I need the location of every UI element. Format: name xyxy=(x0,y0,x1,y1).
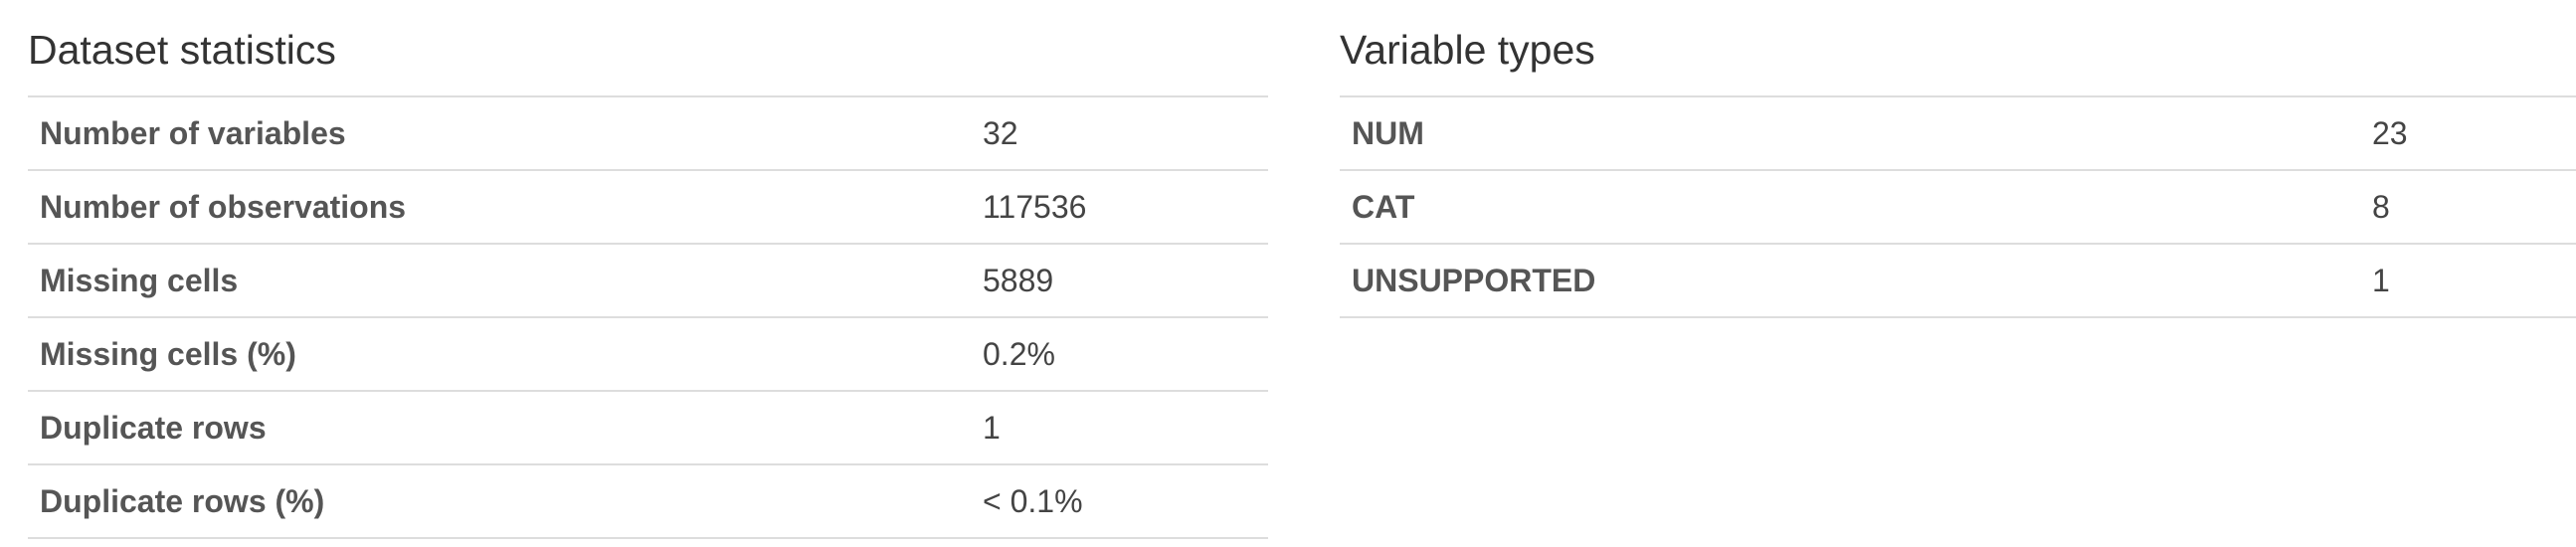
table-row: UNSUPPORTED 1 xyxy=(1340,244,2576,318)
stat-value-number-of-variables: 32 xyxy=(971,96,1268,171)
stat-value-duplicate-rows: 1 xyxy=(971,391,1268,465)
table-row: Number of observations 117536 xyxy=(28,170,1268,245)
table-row: CAT 8 xyxy=(1340,170,2576,245)
stat-label-missing-cells-percent: Missing cells (%) xyxy=(28,317,971,392)
dataset-statistics-panel: Dataset statistics Number of variables 3… xyxy=(28,0,1268,539)
dataset-statistics-table: Number of variables 32 Number of observa… xyxy=(28,95,1268,539)
stat-label-number-of-variables: Number of variables xyxy=(28,96,971,171)
stat-value-number-of-observations: 117536 xyxy=(971,170,1268,245)
table-row: NUM 23 xyxy=(1340,96,2576,171)
type-label-num: NUM xyxy=(1340,96,2360,171)
type-label-unsupported: UNSUPPORTED xyxy=(1340,244,2360,318)
stat-value-missing-cells: 5889 xyxy=(971,244,1268,318)
variable-types-title: Variable types xyxy=(1340,27,1595,73)
stat-label-number-of-observations: Number of observations xyxy=(28,170,971,245)
stat-value-missing-cells-percent: 0.2% xyxy=(971,317,1268,392)
stat-label-duplicate-rows: Duplicate rows xyxy=(28,391,971,465)
type-value-cat: 8 xyxy=(2360,170,2576,245)
variable-types-panel: Variable types NUM 23 CAT 8 UNSUPPORTED … xyxy=(1340,0,2576,318)
table-row: Missing cells (%) 0.2% xyxy=(28,317,1268,392)
table-row: Number of variables 32 xyxy=(28,96,1268,171)
table-row: Duplicate rows (%) < 0.1% xyxy=(28,464,1268,539)
stat-label-duplicate-rows-percent: Duplicate rows (%) xyxy=(28,464,971,539)
dataset-statistics-title: Dataset statistics xyxy=(28,27,336,73)
type-label-cat: CAT xyxy=(1340,170,2360,245)
type-value-unsupported: 1 xyxy=(2360,244,2576,318)
variable-types-table: NUM 23 CAT 8 UNSUPPORTED 1 xyxy=(1340,95,2576,318)
table-row: Duplicate rows 1 xyxy=(28,391,1268,465)
stat-label-missing-cells: Missing cells xyxy=(28,244,971,318)
table-row: Missing cells 5889 xyxy=(28,244,1268,318)
stat-value-duplicate-rows-percent: < 0.1% xyxy=(971,464,1268,539)
type-value-num: 23 xyxy=(2360,96,2576,171)
